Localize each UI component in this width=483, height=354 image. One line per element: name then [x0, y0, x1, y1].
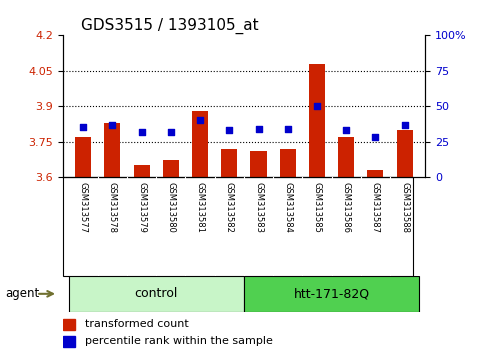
Point — [167, 129, 175, 135]
Text: GSM313583: GSM313583 — [254, 182, 263, 233]
Text: GDS3515 / 1393105_at: GDS3515 / 1393105_at — [81, 18, 258, 34]
Bar — [397, 130, 412, 177]
Text: GSM313578: GSM313578 — [108, 182, 117, 233]
Point — [284, 126, 292, 132]
Point — [342, 127, 350, 133]
Point — [138, 129, 145, 135]
Bar — [63, 336, 75, 347]
Point — [313, 103, 321, 109]
Point — [196, 118, 204, 123]
Bar — [221, 149, 237, 177]
FancyBboxPatch shape — [244, 276, 419, 312]
Text: GSM313579: GSM313579 — [137, 182, 146, 233]
FancyBboxPatch shape — [69, 276, 244, 312]
Text: GSM313585: GSM313585 — [313, 182, 322, 233]
Text: GSM313584: GSM313584 — [283, 182, 292, 233]
Text: control: control — [135, 287, 178, 300]
Text: transformed count: transformed count — [85, 319, 188, 329]
Bar — [75, 137, 91, 177]
Text: GSM313577: GSM313577 — [79, 182, 88, 233]
Point — [109, 122, 116, 127]
Point — [371, 135, 379, 140]
Bar — [368, 170, 384, 177]
Text: GSM313581: GSM313581 — [196, 182, 205, 233]
Bar — [192, 111, 208, 177]
Bar — [163, 160, 179, 177]
Bar — [338, 137, 354, 177]
Point — [79, 125, 87, 130]
Text: percentile rank within the sample: percentile rank within the sample — [85, 336, 272, 346]
Point — [255, 126, 262, 132]
Text: htt-171-82Q: htt-171-82Q — [294, 287, 369, 300]
Bar — [309, 64, 325, 177]
Bar — [104, 123, 120, 177]
Bar — [280, 149, 296, 177]
Point — [226, 127, 233, 133]
Text: GSM313582: GSM313582 — [225, 182, 234, 233]
Text: GSM313580: GSM313580 — [166, 182, 175, 233]
Text: GSM313586: GSM313586 — [341, 182, 351, 233]
Bar — [251, 151, 267, 177]
Point — [401, 122, 409, 127]
Bar — [63, 319, 75, 330]
Text: GSM313587: GSM313587 — [371, 182, 380, 233]
Bar — [134, 165, 150, 177]
Text: agent: agent — [5, 287, 39, 300]
Text: GSM313588: GSM313588 — [400, 182, 409, 233]
